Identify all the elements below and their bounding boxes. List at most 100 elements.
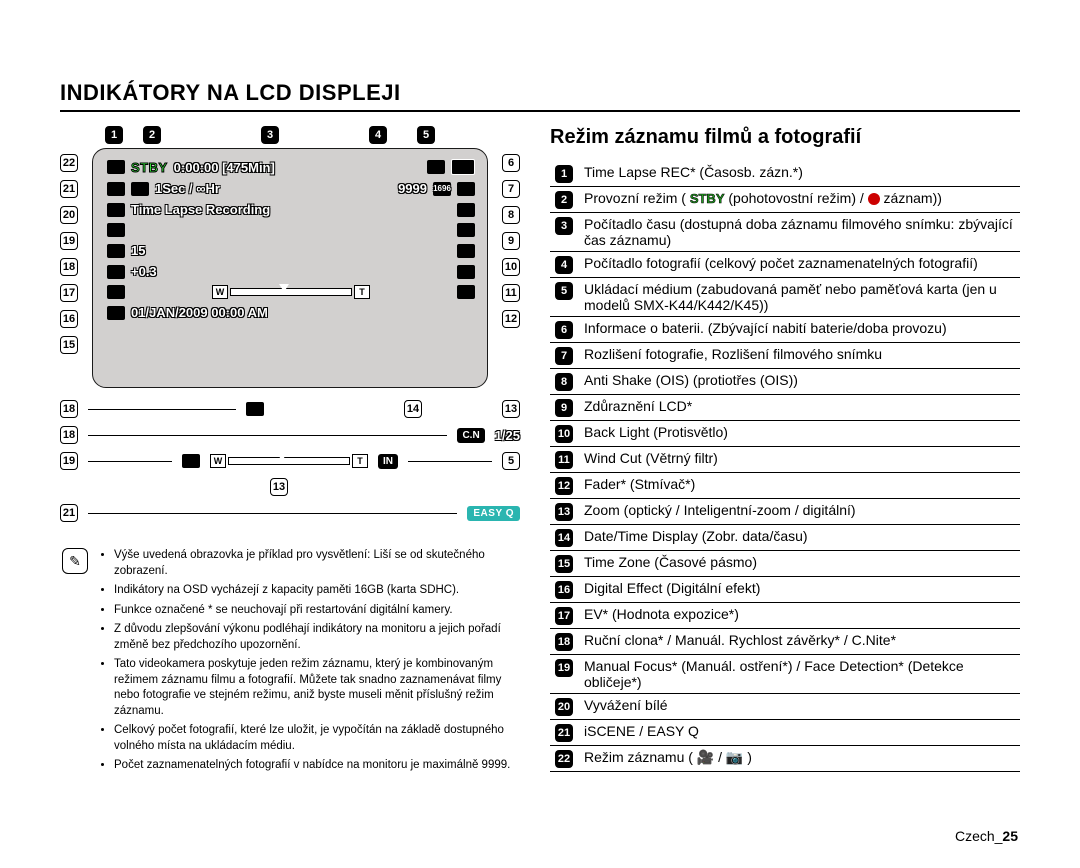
fader-icon <box>457 285 475 299</box>
note-item: Z důvodu zlepšování výkonu podléhají ind… <box>114 622 518 653</box>
lcd-row-2: 1Sec / ∞Hr 9999 1696 <box>107 181 475 196</box>
callout-13b: 13 <box>270 478 288 496</box>
callout-line <box>88 461 172 462</box>
legend-row: 14Date/Time Display (Zobr. data/času) <box>550 525 1020 551</box>
callout-7: 7 <box>555 347 573 365</box>
zoom-w-cap: W <box>212 285 228 299</box>
below-row-4: 21 EASY Q <box>60 504 520 522</box>
legend-row: 11 Wind Cut (Větrný filtr) <box>550 447 1020 473</box>
callout-10: 10 <box>502 258 520 276</box>
wb-icon <box>107 203 125 217</box>
legend-text: Režim záznamu ( 🎥 / 📷 ) <box>582 746 1020 772</box>
callout-6: 6 <box>502 154 520 172</box>
video-icon <box>107 160 125 174</box>
callout-12: 12 <box>555 477 573 495</box>
film-res-icon <box>457 182 475 196</box>
below-row-3b: 13 <box>60 478 520 496</box>
callout-8: 8 <box>502 206 520 224</box>
note-list: Výše uvedená obrazovka je příklad pro vy… <box>98 548 518 778</box>
legend-row: 10Back Light (Protisvětlo) <box>550 421 1020 447</box>
callout-1: 1 <box>105 126 123 144</box>
legend-row: 8Anti Shake (OIS) (protiotřes (OIS)) <box>550 369 1020 395</box>
legend-text: Počítadlo času (dostupná doba záznamu fi… <box>582 213 1020 252</box>
val-ev: +0.3 <box>131 264 157 279</box>
callout-4: 4 <box>555 256 573 274</box>
note-item: Indikátory na OSD vycházejí z kapacity p… <box>114 583 518 599</box>
callout-9: 9 <box>502 232 520 250</box>
lcd-row-5: 15 <box>107 243 475 258</box>
callout-20: 20 <box>555 698 573 716</box>
iscene-icon <box>107 182 125 196</box>
legend-row: 21iSCENE / EASY Q <box>550 720 1020 746</box>
callout-5: 5 <box>417 126 435 144</box>
footer-page-number: 25 <box>1002 828 1018 844</box>
legend-text: EV* (Hodnota expozice*) <box>582 603 1020 629</box>
callout-20: 20 <box>60 206 78 224</box>
in-badge: IN <box>378 454 398 469</box>
legend-row: 5Ukládací médium (zabudovaná paměť nebo … <box>550 278 1020 317</box>
zoom-t-cap: T <box>354 285 370 299</box>
callout-7: 7 <box>502 180 520 198</box>
callout-18: 18 <box>555 633 573 651</box>
legend-row: 17EV* (Hodnota expozice*) <box>550 603 1020 629</box>
callout-18: 18 <box>60 258 78 276</box>
legend-text: Informace o baterii. (Zbývající nabití b… <box>582 317 1020 343</box>
legend-text: Zoom (optický / Inteligentní-zoom / digi… <box>582 499 1020 525</box>
legend-text: Vyvážení bílé <box>582 694 1020 720</box>
callout-15: 15 <box>555 555 573 573</box>
callout-22: 22 <box>60 154 78 172</box>
callout-12: 12 <box>502 310 520 328</box>
lcd-row-8: 01/JAN/2009 00:00 AM <box>107 305 475 320</box>
stby-label: STBY <box>131 160 168 175</box>
legend-text: Ukládací médium (zabudovaná paměť nebo p… <box>582 278 1020 317</box>
windcut-icon <box>457 265 475 279</box>
below-row-2: 18 C.N 1/25 <box>60 426 520 444</box>
legend-text: Ruční clona* / Manuál. Rychlost závěrky*… <box>582 629 1020 655</box>
callout-11: 11 <box>555 451 573 469</box>
legend-row: 9Zdůraznění LCD* <box>550 395 1020 421</box>
zoom-marker-2 <box>277 453 287 461</box>
callout-14: 14 <box>404 400 422 418</box>
legend-text: Anti Shake (OIS) (protiotřes (OIS)) <box>582 369 1020 395</box>
note-item: Funkce označené * se neuchovají při rest… <box>114 603 518 619</box>
lcd-row-4 <box>107 223 475 237</box>
callout-1: 1 <box>555 165 573 183</box>
legend-text: Wind Cut (Větrný filtr) <box>582 447 1020 473</box>
sub-heading: Režim záznamu filmů a fotografií <box>550 126 1020 149</box>
stby-inline: STBY <box>690 191 725 206</box>
aperture-icon <box>107 244 125 258</box>
callout-2: 2 <box>143 126 161 144</box>
easyq-badge: EASY Q <box>467 506 520 521</box>
legend-row: 7Rozlišení fotografie, Rozlišení filmové… <box>550 343 1020 369</box>
datetime-text: 01/JAN/2009 00:00 AM <box>131 305 268 320</box>
shutter-value: 1/25 <box>495 428 520 443</box>
callout-5b: 5 <box>502 452 520 470</box>
callout-3: 3 <box>261 126 279 144</box>
focus-icon <box>107 223 125 237</box>
legend-text: Time Zone (Časové pásmo) <box>582 551 1020 577</box>
lcd-row-3: Time Lapse Recording <box>107 202 475 217</box>
note-item: Celkový počet fotografií, které lze ulož… <box>114 723 518 754</box>
callout-21b: 21 <box>60 504 78 522</box>
legend-text: Time Lapse REC* (Časosb. zázn.*) <box>582 161 1020 187</box>
legend-row: 12Fader* (Stmívač*) <box>550 473 1020 499</box>
lcd-row-1: STBY 0:00:00 [475Min] <box>107 159 475 175</box>
ev-icon <box>107 265 125 279</box>
val-15: 15 <box>131 243 145 258</box>
footer-lang: Czech_ <box>955 828 1002 844</box>
legend-row: 18 Ruční clona* / Manuál. Rychlost závěrk… <box>550 629 1020 655</box>
interval-icon <box>131 182 149 196</box>
page-footer: Czech_25 <box>955 828 1018 844</box>
zoom-track-2 <box>228 457 350 465</box>
callout-line <box>88 409 236 410</box>
timezone-icon <box>107 306 125 320</box>
note-item: Tato videokamera poskytuje jeden režim z… <box>114 657 518 719</box>
zoom-t-cap-2: T <box>352 454 368 468</box>
top-callout-row: 12345 <box>60 126 520 144</box>
legend-text: Back Light (Protisvětlo) <box>582 421 1020 447</box>
legend-text: iSCENE / EASY Q <box>582 720 1020 746</box>
ois-icon <box>457 203 475 217</box>
callout-6: 6 <box>555 321 573 339</box>
legend-row: 1 Time Lapse REC* (Časosb. zázn.*) <box>550 161 1020 187</box>
zoom-track <box>230 288 352 296</box>
